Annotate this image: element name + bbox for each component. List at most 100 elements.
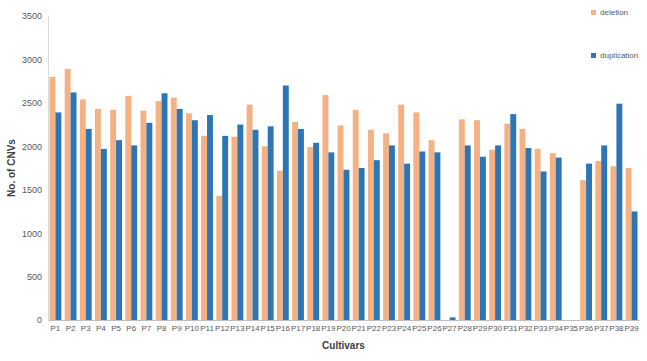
- x-tick-label: P17: [291, 324, 306, 333]
- x-tick-label: P14: [245, 324, 260, 333]
- y-tick-label: 500: [27, 272, 42, 282]
- x-tick-label: P27: [443, 324, 458, 333]
- x-tick-label: P18: [306, 324, 321, 333]
- x-tick: P30: [488, 320, 503, 333]
- bar: [192, 120, 198, 320]
- x-tick: P1: [51, 320, 61, 333]
- bar: [398, 105, 404, 320]
- bar: [419, 151, 425, 320]
- bar: [374, 160, 380, 320]
- x-tick: P3: [81, 320, 91, 333]
- bar: [222, 136, 228, 320]
- x-tick: P9: [172, 320, 182, 333]
- x-tick: P15: [261, 320, 276, 333]
- bar: [95, 109, 101, 320]
- bar: [480, 157, 486, 320]
- plot: 0500100015002000250030003500P1P2P3P4P5P6…: [22, 11, 640, 332]
- x-tick-label: P6: [126, 324, 136, 333]
- bar: [80, 99, 86, 320]
- bar: [359, 168, 365, 320]
- bar: [601, 145, 607, 320]
- y-tick-label: 1000: [22, 229, 42, 239]
- x-tick-label: P3: [81, 324, 91, 333]
- x-tick: P32: [518, 320, 533, 333]
- bar: [247, 105, 253, 320]
- bar: [186, 113, 192, 320]
- x-tick: P28: [458, 320, 473, 333]
- bar: [253, 130, 259, 320]
- bar: [86, 129, 92, 320]
- x-tick-label: P21: [352, 324, 367, 333]
- bar: [344, 170, 350, 320]
- x-tick: P27: [443, 320, 458, 333]
- x-tick-label: P12: [215, 324, 230, 333]
- x-tick-label: P8: [157, 324, 167, 333]
- x-tick: P2: [66, 320, 76, 333]
- y-axis-line: [48, 17, 49, 321]
- x-tick-label: P22: [367, 324, 382, 333]
- y-tick: 1500: [22, 185, 48, 195]
- x-tick: P12: [215, 320, 230, 333]
- y-tick: 0: [37, 315, 48, 325]
- bar: [65, 69, 71, 320]
- bar: [237, 125, 243, 320]
- bar: [216, 196, 222, 320]
- x-tick-label: P35: [564, 324, 579, 333]
- x-tick: P18: [306, 320, 321, 333]
- x-tick: P10: [185, 320, 200, 333]
- bars: [50, 69, 638, 320]
- legend-swatch: [591, 10, 596, 15]
- series-1: [55, 85, 637, 320]
- x-tick: P5: [111, 320, 121, 333]
- x-tick-label: P28: [458, 324, 473, 333]
- bar: [201, 136, 207, 320]
- x-tick-label: P16: [276, 324, 291, 333]
- y-axis-title: No. of CNVs: [6, 139, 17, 197]
- bar: [162, 93, 168, 320]
- bar: [550, 153, 556, 320]
- x-tick-label: P36: [579, 324, 594, 333]
- bar: [110, 110, 116, 320]
- x-tick-label: P39: [624, 324, 639, 333]
- x-tick: P11: [200, 320, 214, 333]
- y-tick: 3000: [22, 55, 48, 65]
- x-tick-label: P38: [609, 324, 624, 333]
- x-tick: P36: [579, 320, 594, 333]
- bar: [495, 145, 501, 320]
- y-tick: 3500: [22, 11, 48, 21]
- x-tick: P25: [412, 320, 427, 333]
- bar: [268, 126, 274, 320]
- bar: [277, 171, 283, 320]
- legend-item: duplication: [591, 51, 638, 60]
- bar: [571, 320, 577, 321]
- bar: [626, 168, 632, 320]
- x-tick: P22: [367, 320, 382, 333]
- x-tick: P24: [397, 320, 412, 333]
- bar: [504, 124, 510, 320]
- bar: [71, 92, 77, 320]
- bar: [465, 145, 471, 320]
- x-tick-label: P13: [230, 324, 245, 333]
- x-tick: P17: [291, 320, 306, 333]
- chart: 0500100015002000250030003500P1P2P3P4P5P6…: [0, 0, 647, 361]
- x-tick-label: P20: [336, 324, 351, 333]
- x-tick: P38: [609, 320, 624, 333]
- bar: [262, 146, 268, 320]
- x-tick: P35: [564, 320, 579, 333]
- x-tick-label: P1: [51, 324, 61, 333]
- x-tick: P37: [594, 320, 609, 333]
- bar: [140, 111, 146, 320]
- x-tick: P23: [382, 320, 397, 333]
- x-tick: P4: [96, 320, 106, 333]
- bar: [156, 101, 162, 320]
- bar: [146, 123, 152, 320]
- x-tick: P31: [503, 320, 518, 333]
- legend-swatch: [591, 53, 596, 58]
- x-tick-label: P23: [382, 324, 397, 333]
- x-tick: P34: [549, 320, 564, 333]
- legend: deletionduplication: [591, 8, 638, 60]
- bar: [177, 109, 183, 320]
- bar: [520, 129, 526, 320]
- bar: [383, 133, 389, 320]
- bar: [510, 114, 516, 320]
